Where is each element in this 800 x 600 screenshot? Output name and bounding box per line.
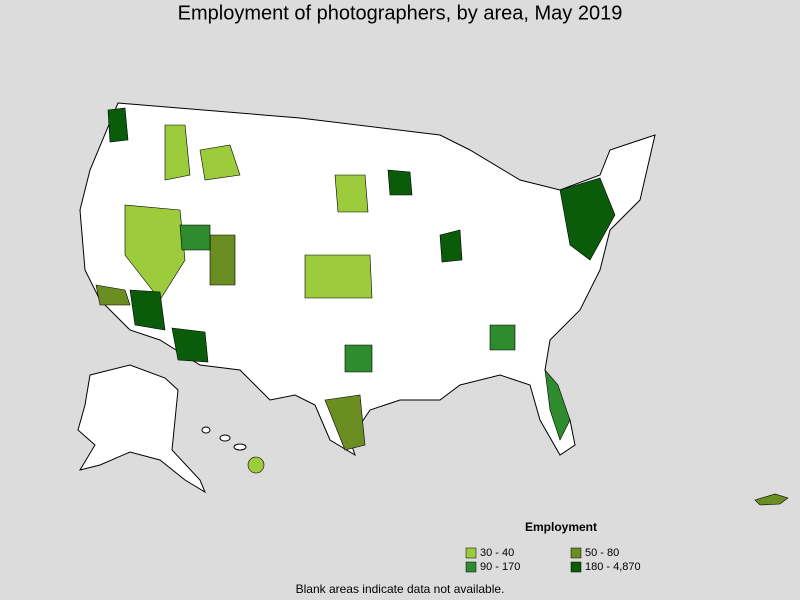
legend-label: 90 - 170 — [480, 561, 520, 573]
legend-title: Employment — [525, 520, 597, 534]
legend-label: 50 - 80 — [585, 547, 619, 559]
legend-swatch — [465, 561, 477, 573]
area — [124, 204, 186, 301]
map-title: Employment of photographers, by area, Ma… — [178, 2, 623, 24]
area — [95, 284, 131, 306]
area — [129, 289, 166, 331]
area — [199, 144, 241, 181]
area — [171, 327, 209, 363]
island — [201, 426, 211, 434]
area — [164, 124, 191, 181]
legend-swatch — [570, 547, 582, 559]
legend: Employment 30 - 40 50 - 80 90 - 170 180 - 4… — [465, 520, 641, 573]
area — [544, 369, 571, 441]
puerto-rico — [754, 493, 789, 506]
area — [209, 234, 236, 286]
area — [247, 456, 265, 474]
footnote: Blank areas indicate data not available. — [296, 582, 505, 596]
areas — [95, 107, 616, 451]
hawaii — [201, 426, 265, 474]
area — [324, 394, 366, 451]
island — [219, 434, 231, 442]
area — [387, 169, 413, 196]
legend-label: 30 - 40 — [480, 547, 514, 559]
area — [559, 177, 616, 261]
area — [179, 224, 211, 251]
area — [344, 344, 373, 373]
alaska — [77, 364, 207, 494]
legend-swatch — [465, 547, 477, 559]
area — [107, 107, 129, 143]
area — [489, 324, 516, 351]
area — [439, 229, 463, 263]
legend-swatch — [570, 561, 582, 573]
area — [304, 254, 373, 299]
island — [233, 443, 247, 451]
legend-label: 180 - 4,870 — [585, 561, 641, 573]
area — [334, 174, 369, 213]
